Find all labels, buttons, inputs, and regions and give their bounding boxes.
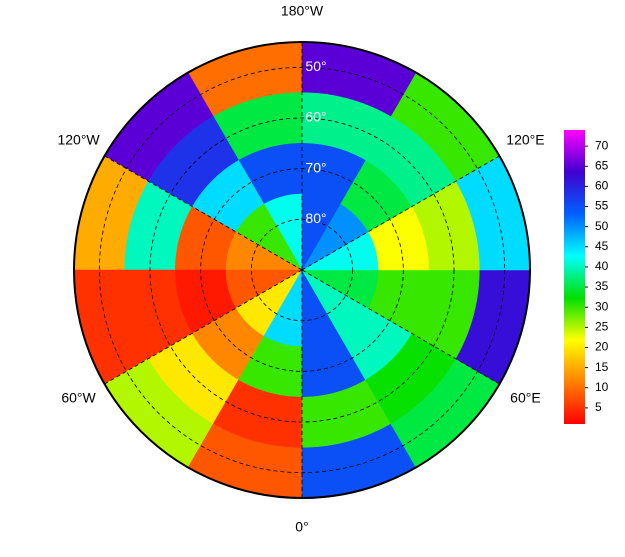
longitude-label: 60°W [61, 390, 96, 406]
longitude-label: 0° [295, 519, 308, 535]
grid-cell [301, 203, 369, 271]
meridian [104, 155, 303, 271]
map-border [73, 41, 531, 499]
grid-cell [301, 269, 379, 309]
longitude-label: 180°W [281, 3, 324, 19]
colorbar-tick-label: 65 [595, 158, 609, 172]
latitude-circle [149, 117, 455, 423]
colorbar [564, 130, 585, 424]
colorbar-tick-label: 15 [595, 360, 609, 374]
grid-cell [263, 193, 303, 271]
colorbar-tick-label: 55 [595, 199, 609, 213]
grid-cell [301, 269, 341, 347]
latitude-label: 60° [305, 109, 326, 125]
grid-cell [301, 269, 369, 337]
latitude-label: 50° [305, 58, 326, 74]
colorbar-tick-label: 5 [595, 400, 602, 414]
grid-cell [301, 231, 379, 271]
colorbar-tick-label: 30 [595, 299, 609, 313]
colorbar-tick-label: 70 [595, 138, 609, 152]
longitude-label: 120°W [57, 132, 100, 148]
grid-cell [301, 193, 341, 271]
colorbar-tick-label: 10 [595, 380, 609, 394]
grid-cell [225, 269, 303, 309]
grid-cell [263, 269, 303, 347]
longitude-label: 60°E [510, 390, 541, 406]
latitude-label: 80° [305, 210, 326, 226]
grid-cell [225, 231, 303, 271]
latitude-label: 70° [305, 159, 326, 175]
grid-cell [235, 269, 303, 337]
colorbar-tick-label: 40 [595, 259, 609, 273]
meridian [301, 155, 500, 271]
colorbar-tick-label: 45 [595, 239, 609, 253]
colorbar-tick-label: 20 [595, 340, 609, 354]
latitude-circle [98, 66, 506, 474]
grid-cell [235, 203, 303, 271]
colorbar-tick-label: 35 [595, 279, 609, 293]
longitude-label: 120°E [506, 132, 544, 148]
colorbar-tick-label: 25 [595, 320, 609, 334]
meridian [301, 269, 500, 385]
colorbar-tick-label: 50 [595, 219, 609, 233]
meridian [104, 269, 303, 385]
colorbar-tick-label: 60 [595, 179, 609, 193]
